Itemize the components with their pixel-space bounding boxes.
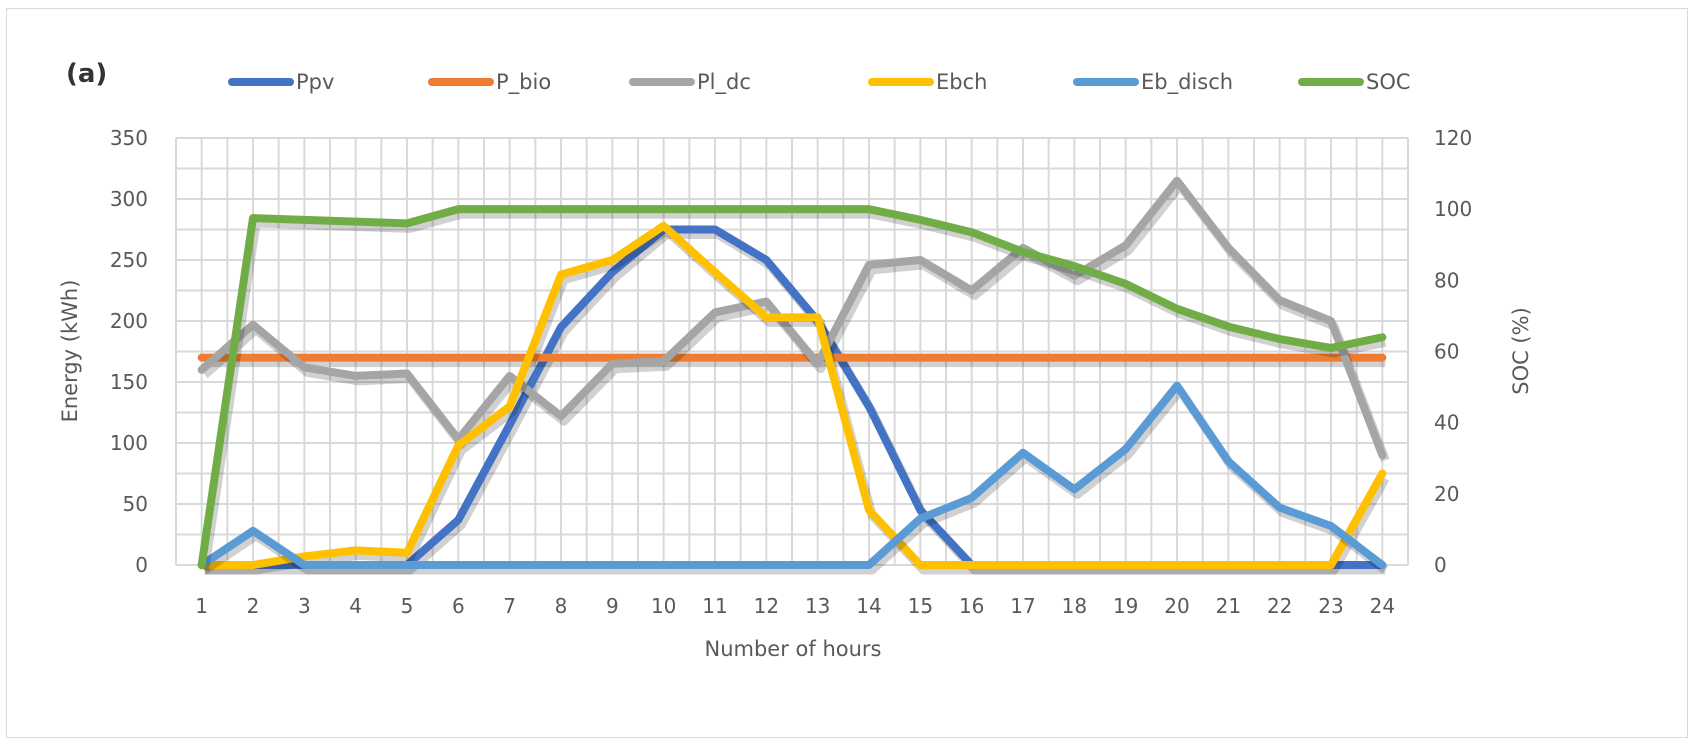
y2-tick-label: 60 xyxy=(1434,340,1459,364)
x-tick-label: 5 xyxy=(401,594,414,618)
legend-label-Ebch: Ebch xyxy=(936,70,987,94)
legend: Ppv P_bio Pl_dc Ebch Eb_disch SOC xyxy=(228,70,1411,95)
series-line-Eb_disch xyxy=(197,381,1387,569)
y-tick-label: 200 xyxy=(110,309,148,333)
x-tick-label: 6 xyxy=(452,594,465,618)
series-line-Ebch xyxy=(197,221,1387,569)
y-tick-label: 250 xyxy=(110,248,148,272)
x-tick-label: 22 xyxy=(1267,594,1292,618)
legend-label-Pl_dc: Pl_dc xyxy=(697,70,751,95)
y-tick-label: 0 xyxy=(135,553,148,577)
y-tick-label: 150 xyxy=(110,370,148,394)
legend-label-P_bio: P_bio xyxy=(496,70,551,95)
y2-axis-label: SOC (%) xyxy=(1509,307,1533,395)
x-tick-label: 15 xyxy=(908,594,933,618)
y-tick-label: 50 xyxy=(123,492,148,516)
legend-label-SOC: SOC xyxy=(1366,70,1411,94)
x-tick-label: 1 xyxy=(195,594,208,618)
series-line-SOC xyxy=(197,205,1387,569)
y2-tick-label: 120 xyxy=(1434,126,1472,150)
y-axis-label: Energy (kWh) xyxy=(58,280,82,423)
y2-tick-label: 40 xyxy=(1434,411,1459,435)
x-axis-label: Number of hours xyxy=(705,637,882,661)
series-lines xyxy=(197,176,1390,575)
x-tick-label: 12 xyxy=(754,594,779,618)
y-tick-label: 350 xyxy=(110,126,148,150)
y2-tick-label: 100 xyxy=(1434,197,1472,221)
grid xyxy=(175,137,1409,566)
chart-frame xyxy=(6,8,1688,738)
x-tick-label: 10 xyxy=(651,594,676,618)
x-tick-label: 13 xyxy=(805,594,830,618)
x-tick-label: 4 xyxy=(349,594,362,618)
legend-label-Ppv: Ppv xyxy=(296,70,334,94)
x-tick-label: 8 xyxy=(555,594,568,618)
y-tick-label: 300 xyxy=(110,187,148,211)
x-tick-label: 23 xyxy=(1318,594,1343,618)
y2-tick-label: 80 xyxy=(1434,268,1459,292)
x-tick-label: 9 xyxy=(606,594,619,618)
x-tick-label: 20 xyxy=(1164,594,1189,618)
series-line-Pl_dc xyxy=(197,176,1387,460)
x-tick-label: 2 xyxy=(247,594,260,618)
x-tick-label: 11 xyxy=(702,594,727,618)
x-tick-label: 18 xyxy=(1062,594,1087,618)
series-shadow-Ebch xyxy=(204,226,1390,575)
legend-label-Eb_disch: Eb_disch xyxy=(1141,70,1233,95)
y2-tick-label: 20 xyxy=(1434,482,1459,506)
y2-tick-label: 0 xyxy=(1434,553,1447,577)
x-tick-label: 19 xyxy=(1113,594,1138,618)
x-tick-label: 7 xyxy=(503,594,516,618)
x-tick-label: 14 xyxy=(856,594,881,618)
x-tick-label: 21 xyxy=(1216,594,1241,618)
x-tick-label: 17 xyxy=(1010,594,1035,618)
panel-label: (a) xyxy=(66,59,107,89)
x-tick-label: 3 xyxy=(298,594,311,618)
x-tick-label: 16 xyxy=(959,594,984,618)
y-tick-label: 100 xyxy=(110,431,148,455)
x-tick-label: 24 xyxy=(1370,594,1395,618)
